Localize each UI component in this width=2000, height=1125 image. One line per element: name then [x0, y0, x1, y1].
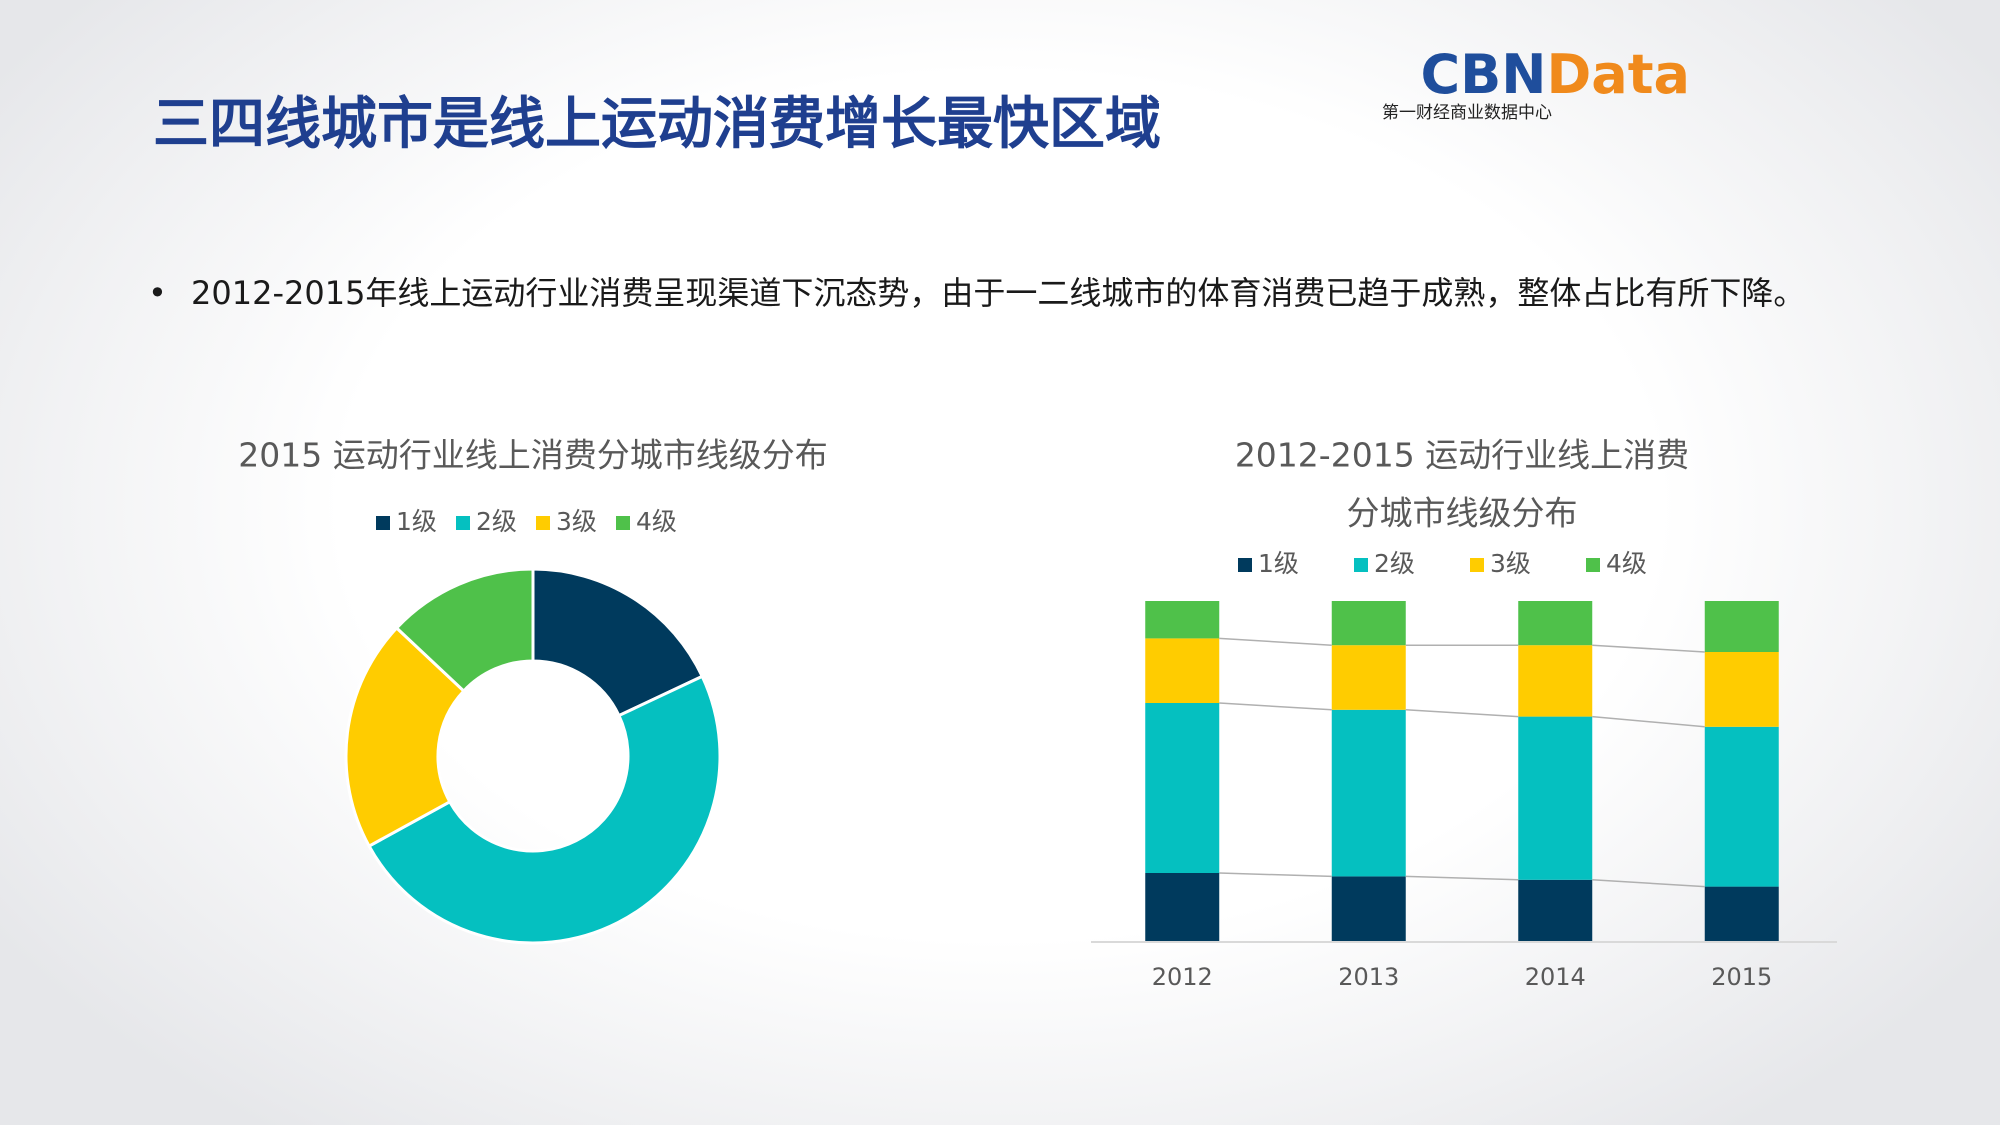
legend-label: 4级: [1606, 549, 1647, 578]
bar-segment: [1518, 879, 1593, 941]
bullet: • 2012-2015年线上运动行业消费呈现渠道下沉态势，由于一二线城市的体育消费…: [148, 272, 1808, 314]
x-tick-label: 2012: [1152, 963, 1213, 991]
donut-slice: [344, 625, 466, 849]
bullet-symbol: •: [148, 274, 167, 312]
bar-segment: [1331, 876, 1406, 941]
legend-label: 4级: [636, 507, 677, 536]
bar-segment: [1331, 709, 1406, 877]
logo-subtitle: 第一财经商业数据中心: [1382, 103, 1552, 123]
bar-segment: [1145, 638, 1220, 703]
bar-segment: [1704, 886, 1779, 941]
legend-swatch: [376, 516, 390, 530]
connector-line: [1592, 715, 1705, 728]
connector-line: [1592, 879, 1705, 888]
slide-title: 三四线城市是线上运动消费增长最快区域: [153, 92, 1161, 157]
x-tick-label: 2013: [1338, 963, 1399, 991]
bar-segment: [1704, 726, 1779, 887]
connector-line: [1592, 644, 1705, 653]
x-tick-label: 2014: [1525, 963, 1586, 991]
legend-swatch: [1238, 558, 1252, 572]
legend-label: 3级: [1490, 549, 1531, 578]
legend-label: 2级: [476, 507, 517, 536]
bar-segment: [1145, 873, 1220, 941]
donut-slice: [367, 674, 722, 945]
bar-segment: [1145, 601, 1220, 639]
legend-label: 2级: [1374, 549, 1415, 578]
legend-swatch: [1470, 558, 1484, 572]
bar-segment: [1331, 645, 1406, 710]
bar-segment: [1518, 645, 1593, 717]
legend-swatch: [1354, 558, 1368, 572]
bar-segment: [1518, 716, 1593, 880]
x-tick-label: 2015: [1711, 963, 1772, 991]
logo-a: CBN: [1420, 43, 1546, 106]
bullet-text: 2012-2015年线上运动行业消费呈现渠道下沉态势，由于一二线城市的体育消费已…: [191, 274, 1806, 312]
legend-swatch: [536, 516, 550, 530]
logo: CBNData: [1420, 43, 1690, 106]
legend-label: 1级: [1258, 549, 1299, 578]
connector-line: [1405, 875, 1519, 881]
connector-line: [1219, 702, 1332, 711]
donut-slice: [531, 567, 705, 718]
logo-b: Data: [1546, 43, 1690, 106]
connector-line: [1405, 709, 1519, 718]
legend-swatch: [456, 516, 470, 530]
connector-line: [1219, 872, 1332, 878]
bar-segment: [1145, 703, 1220, 873]
chart-title: 2012-2015 运动行业线上消费: [1235, 436, 1689, 475]
legend-swatch: [1586, 558, 1600, 572]
bar-segment: [1518, 601, 1593, 646]
chart-title: 2015 运动行业线上消费分城市线级分布: [238, 436, 827, 475]
bar-segment: [1331, 601, 1406, 646]
connector-line: [1219, 637, 1332, 646]
chart-title: 分城市线级分布: [1347, 494, 1578, 533]
bar-segment: [1704, 652, 1779, 727]
bar-segment: [1704, 601, 1779, 652]
donut-slice: [394, 567, 535, 694]
legend-swatch: [616, 516, 630, 530]
legend-label: 1级: [396, 507, 437, 536]
legend-label: 3级: [556, 507, 597, 536]
